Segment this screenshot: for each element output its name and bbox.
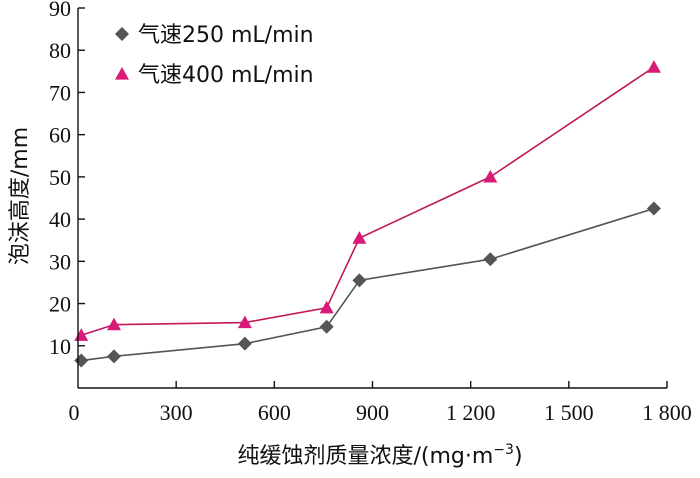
x-axis-title-close: ) xyxy=(514,444,523,469)
series-line-2 xyxy=(81,66,655,336)
x-tick-label: 600 xyxy=(258,400,291,425)
data-point-diamond xyxy=(483,252,498,267)
data-point-diamond xyxy=(646,201,661,216)
y-tick-label: 90 xyxy=(49,0,71,21)
data-point-triangle xyxy=(319,300,334,314)
legend-marker-1 xyxy=(115,27,129,41)
y-tick-label: 60 xyxy=(49,123,71,148)
x-tick-label: 1 500 xyxy=(544,400,594,425)
y-tick-label: 20 xyxy=(49,292,71,317)
x-tick-label: 900 xyxy=(356,400,389,425)
x-ticks: 0 300 600 900 1 200 1 500 1 800 xyxy=(69,381,692,425)
data-point-diamond xyxy=(74,353,89,368)
x-axis-title-superscript: −3 xyxy=(493,442,514,458)
y-ticks: 10 20 30 40 50 60 70 80 90 xyxy=(49,0,85,359)
data-point-triangle xyxy=(237,315,252,329)
y-tick-label: 50 xyxy=(49,165,71,190)
data-point-triangle xyxy=(483,169,498,183)
series-markers xyxy=(74,60,661,368)
legend: 气速250 mL/min 气速400 mL/min xyxy=(115,23,314,88)
x-tick-label: 0 xyxy=(69,400,80,425)
data-point-triangle xyxy=(352,231,367,244)
data-point-diamond xyxy=(237,336,252,351)
y-tick-label: 70 xyxy=(49,80,71,105)
data-point-diamond xyxy=(352,273,367,288)
y-tick-label: 80 xyxy=(49,38,71,63)
legend-label-1: 气速250 mL/min xyxy=(138,23,314,48)
data-point-diamond xyxy=(319,319,334,334)
y-tick-label: 10 xyxy=(49,334,71,359)
x-tick-label: 300 xyxy=(160,400,193,425)
data-point-diamond xyxy=(106,349,121,364)
x-tick-label: 1 200 xyxy=(446,400,496,425)
y-axis-title: 泡沫高度/mm xyxy=(8,127,33,265)
data-point-triangle xyxy=(106,317,121,331)
y-tick-label: 40 xyxy=(49,207,71,232)
series-lines xyxy=(81,66,655,362)
x-tick-label: 1 800 xyxy=(642,400,692,425)
legend-label-2: 气速400 mL/min xyxy=(138,63,314,88)
y-tick-label: 30 xyxy=(49,249,71,274)
data-point-triangle xyxy=(646,60,661,73)
x-axis-title: 纯缓蚀剂质量浓度/(mg·m−3) xyxy=(237,442,522,469)
legend-marker-2 xyxy=(115,67,129,80)
series-line-1 xyxy=(81,207,655,362)
data-point-triangle xyxy=(74,328,89,341)
